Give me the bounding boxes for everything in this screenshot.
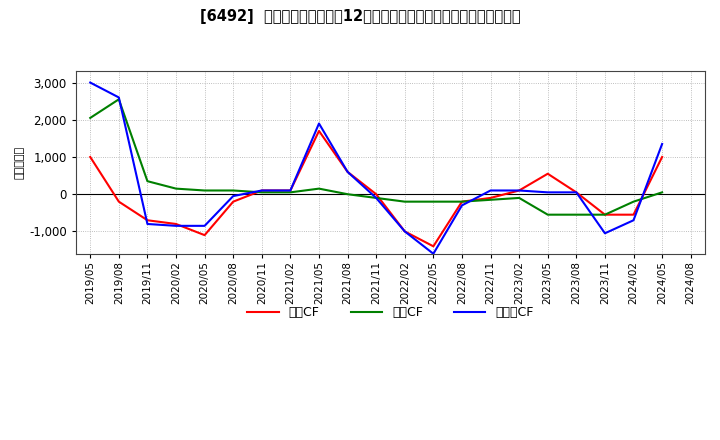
投資CF [286,190,294,195]
Line: 投資CF: 投資CF [90,99,662,215]
営業CF [200,232,209,238]
Legend: 営業CF, 投資CF, フリーCF: 営業CF, 投資CF, フリーCF [243,301,539,324]
営業CF [315,128,323,134]
投資CF [544,212,552,217]
フリーCF [572,190,580,195]
フリーCF [372,195,380,201]
フリーCF [258,188,266,193]
フリーCF [86,80,94,85]
投資CF [515,195,523,201]
営業CF [171,221,180,227]
営業CF [515,188,523,193]
フリーCF [544,190,552,195]
営業CF [114,199,123,204]
営業CF [600,212,609,217]
投資CF [171,186,180,191]
投資CF [429,199,438,204]
Line: フリーCF: フリーCF [90,83,662,254]
投資CF [229,188,238,193]
投資CF [600,212,609,217]
投資CF [629,199,638,204]
投資CF [114,97,123,102]
営業CF [658,154,667,160]
投資CF [572,212,580,217]
Y-axis label: （百万円）: （百万円） [15,146,25,179]
フリーCF [400,229,409,234]
投資CF [400,199,409,204]
フリーCF [143,221,152,227]
営業CF [458,199,467,204]
フリーCF [343,169,352,175]
営業CF [544,171,552,176]
営業CF [229,199,238,204]
Text: [6492]  キャッシュフローの12か月移動合計の対前年同期増減額の推移: [6492] キャッシュフローの12か月移動合計の対前年同期増減額の推移 [199,9,521,24]
投資CF [486,197,495,202]
営業CF [143,218,152,223]
投資CF [315,186,323,191]
投資CF [86,115,94,121]
営業CF [343,169,352,175]
フリーCF [486,188,495,193]
投資CF [143,179,152,184]
フリーCF [429,251,438,257]
Line: 営業CF: 営業CF [90,131,662,246]
投資CF [258,190,266,195]
投資CF [343,191,352,197]
営業CF [86,154,94,160]
フリーCF [458,203,467,208]
フリーCF [629,218,638,223]
フリーCF [114,95,123,100]
投資CF [658,190,667,195]
投資CF [458,199,467,204]
営業CF [572,190,580,195]
営業CF [429,244,438,249]
投資CF [372,195,380,201]
営業CF [629,212,638,217]
営業CF [486,195,495,201]
フリーCF [600,231,609,236]
営業CF [400,229,409,234]
営業CF [372,191,380,197]
フリーCF [315,121,323,126]
投資CF [200,188,209,193]
フリーCF [286,188,294,193]
フリーCF [171,223,180,228]
フリーCF [229,194,238,199]
営業CF [258,188,266,193]
フリーCF [200,223,209,228]
営業CF [286,188,294,193]
フリーCF [515,188,523,193]
フリーCF [658,141,667,147]
